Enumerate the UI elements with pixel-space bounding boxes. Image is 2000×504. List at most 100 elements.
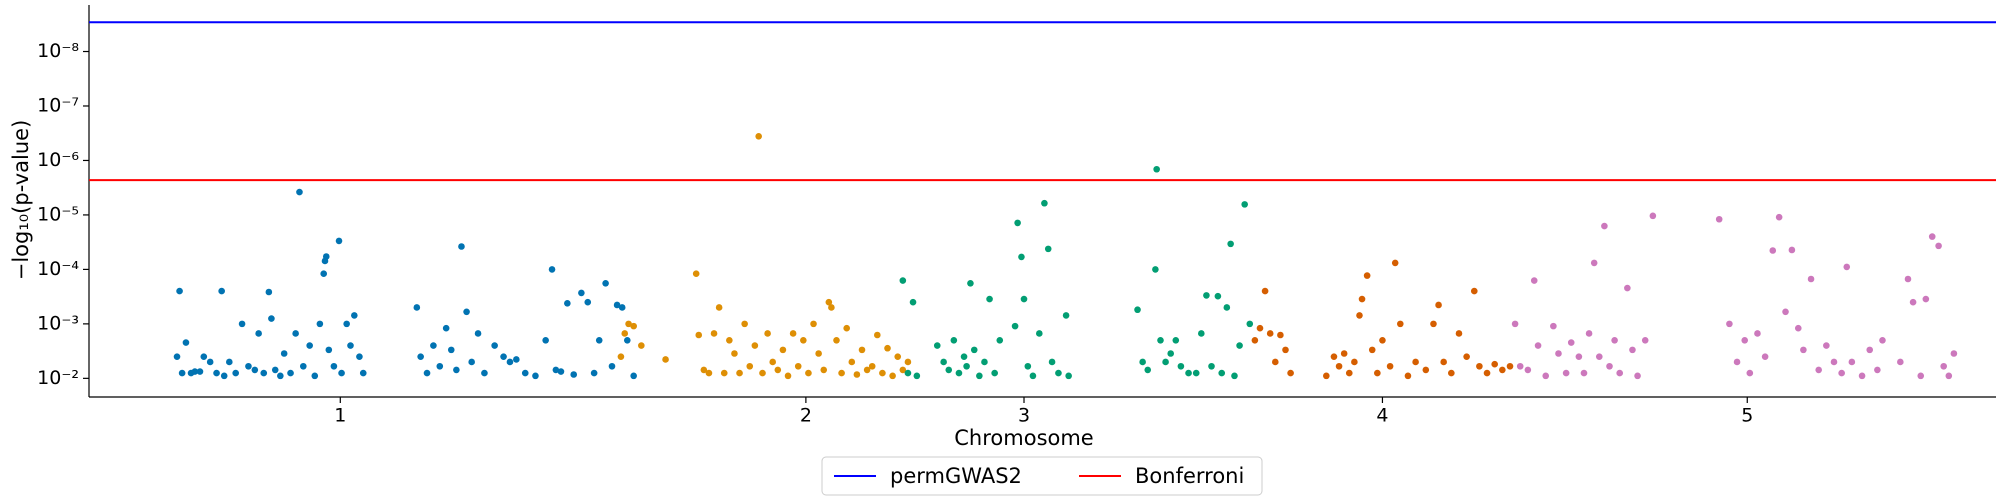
data-point bbox=[630, 372, 637, 380]
data-point bbox=[430, 342, 437, 349]
data-point bbox=[1422, 366, 1430, 374]
data-point bbox=[720, 369, 728, 377]
data-point bbox=[1055, 369, 1062, 377]
data-point bbox=[1386, 362, 1394, 370]
data-point bbox=[1062, 312, 1070, 319]
data-point bbox=[1624, 284, 1631, 292]
data-point bbox=[1404, 372, 1412, 380]
data-point bbox=[1516, 362, 1524, 370]
data-point bbox=[1065, 372, 1072, 380]
data-point bbox=[779, 346, 787, 354]
data-point bbox=[1542, 372, 1550, 380]
x-tick-label: 5 bbox=[1741, 405, 1753, 427]
data-point bbox=[226, 358, 233, 366]
data-point bbox=[330, 362, 338, 370]
data-point bbox=[1940, 362, 1948, 370]
data-point bbox=[1754, 330, 1761, 337]
data-point bbox=[715, 304, 723, 311]
data-point bbox=[746, 362, 754, 370]
data-point bbox=[759, 369, 766, 377]
data-point bbox=[1800, 346, 1807, 354]
data-point bbox=[1815, 366, 1822, 374]
data-point bbox=[311, 372, 319, 380]
data-point bbox=[1256, 324, 1264, 332]
data-point bbox=[351, 312, 358, 319]
data-point bbox=[623, 336, 631, 344]
data-point bbox=[232, 369, 239, 377]
data-point bbox=[1848, 358, 1856, 366]
data-point bbox=[481, 369, 488, 377]
legend-box bbox=[821, 456, 1263, 496]
data-point bbox=[245, 362, 252, 370]
data-point bbox=[899, 366, 907, 374]
data-point bbox=[1162, 358, 1169, 366]
data-point bbox=[1575, 353, 1583, 360]
data-point bbox=[1585, 330, 1593, 337]
data-point bbox=[963, 362, 970, 370]
data-point bbox=[564, 300, 571, 307]
data-point bbox=[1287, 369, 1294, 377]
data-point bbox=[320, 270, 328, 278]
data-point bbox=[945, 366, 953, 374]
data-point bbox=[447, 346, 455, 354]
data-point bbox=[436, 362, 444, 370]
data-point bbox=[468, 358, 475, 366]
data-point bbox=[976, 372, 983, 380]
data-point bbox=[838, 369, 845, 377]
data-point bbox=[557, 368, 565, 375]
data-point bbox=[889, 372, 896, 380]
data-point bbox=[1266, 330, 1274, 337]
y-tick-label: 10⁻² bbox=[37, 367, 79, 389]
data-point bbox=[1807, 275, 1815, 283]
data-point bbox=[595, 336, 603, 344]
data-point bbox=[630, 322, 637, 330]
data-point bbox=[1838, 369, 1845, 377]
data-point bbox=[1335, 362, 1343, 370]
data-point bbox=[1208, 362, 1215, 370]
data-point bbox=[260, 369, 268, 377]
data-point bbox=[200, 353, 208, 360]
y-tick-label: 10⁻⁸ bbox=[37, 40, 79, 62]
data-point bbox=[755, 132, 762, 140]
data-point bbox=[789, 330, 797, 337]
y-tick-label: 10⁻⁶ bbox=[37, 149, 79, 171]
data-point bbox=[570, 371, 578, 378]
data-point bbox=[820, 366, 828, 374]
data-point bbox=[1172, 336, 1180, 344]
data-point bbox=[933, 342, 941, 349]
data-point bbox=[1192, 369, 1200, 377]
data-point bbox=[810, 320, 817, 328]
data-point bbox=[1830, 358, 1838, 366]
data-point bbox=[700, 366, 708, 374]
data-point bbox=[726, 336, 733, 344]
data-point bbox=[338, 369, 345, 377]
data-point bbox=[794, 362, 802, 370]
data-point bbox=[874, 331, 881, 339]
data-point bbox=[858, 346, 866, 354]
data-point bbox=[1340, 350, 1348, 357]
data-point bbox=[996, 336, 1004, 344]
data-point bbox=[453, 366, 460, 374]
data-point bbox=[1379, 336, 1386, 344]
data-point bbox=[1236, 342, 1243, 349]
data-point bbox=[1470, 287, 1478, 295]
data-point bbox=[238, 320, 246, 328]
data-point bbox=[1476, 362, 1483, 370]
data-point bbox=[1227, 240, 1234, 248]
data-point bbox=[1843, 263, 1851, 271]
data-point bbox=[848, 358, 856, 366]
data-point bbox=[1491, 360, 1498, 368]
data-point bbox=[843, 324, 850, 332]
data-point bbox=[1203, 292, 1210, 299]
x-tick-label: 2 bbox=[800, 405, 812, 427]
data-point bbox=[662, 356, 669, 363]
data-point bbox=[521, 369, 529, 377]
data-point bbox=[909, 298, 917, 306]
data-point bbox=[950, 336, 958, 344]
data-point bbox=[638, 342, 645, 349]
data-point bbox=[1455, 330, 1463, 337]
data-point bbox=[578, 289, 585, 297]
data-point bbox=[548, 266, 556, 273]
data-point bbox=[1524, 366, 1532, 374]
